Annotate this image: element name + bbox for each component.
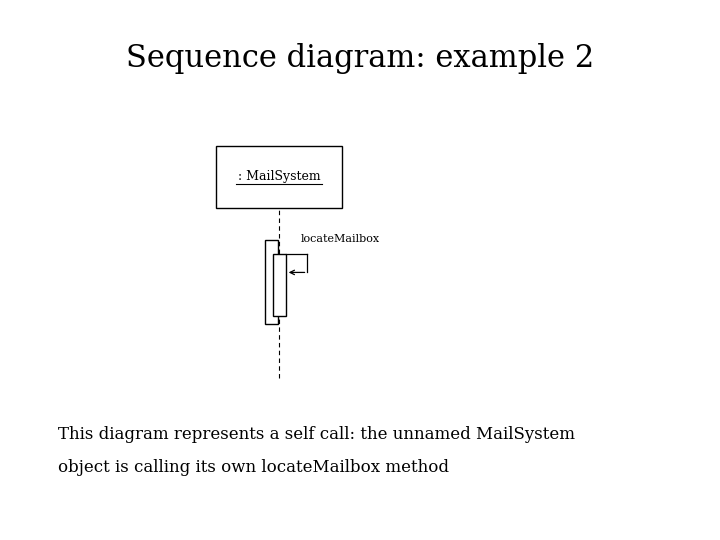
Bar (265, 240, 278, 324)
Bar (216, 146, 342, 208)
Bar (273, 254, 286, 316)
Text: This diagram represents a self call: the unnamed MailSystem: This diagram represents a self call: the… (58, 426, 575, 443)
Text: : MailSystem: : MailSystem (238, 170, 320, 184)
Text: object is calling its own locateMailbox method: object is calling its own locateMailbox … (58, 458, 449, 476)
Text: locateMailbox: locateMailbox (301, 234, 380, 244)
Text: Sequence diagram: example 2: Sequence diagram: example 2 (126, 43, 594, 74)
